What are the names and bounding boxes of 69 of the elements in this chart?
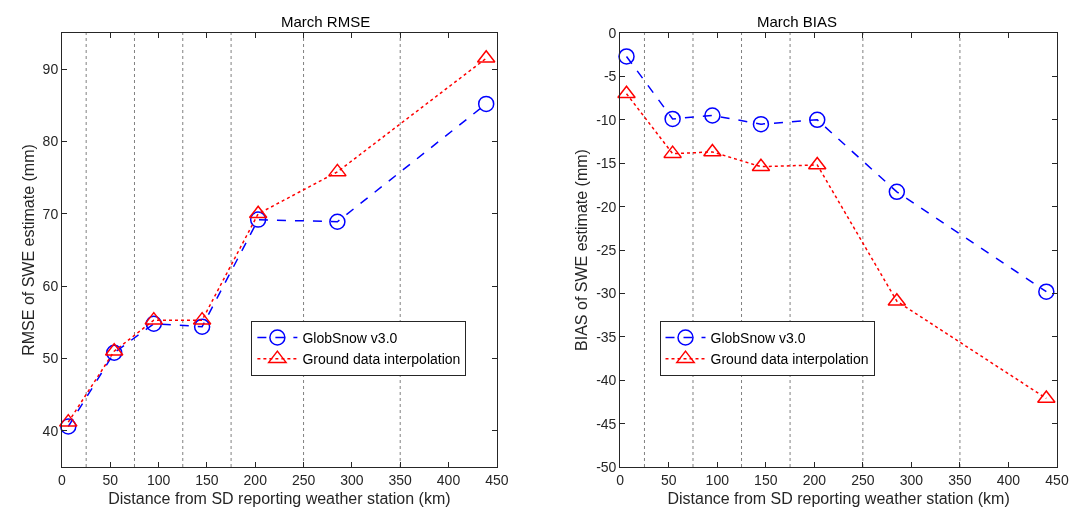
x-tick-label: 50 [660, 471, 677, 488]
chart-title: March BIAS [757, 13, 838, 30]
x-tick-label: 100 [705, 471, 730, 488]
y-tick-label: -25 [596, 241, 617, 258]
y-tick-label: -10 [596, 111, 617, 128]
x-tick-label: 350 [948, 471, 972, 488]
point [477, 95, 495, 113]
legend-label: GlobSnow v3.0 [302, 329, 398, 346]
point [664, 110, 681, 128]
y-tick-label: 60 [42, 278, 59, 295]
x-tick-label: 300 [899, 471, 924, 488]
y-tick-label: -40 [596, 372, 617, 389]
y-axis-title: BIAS of SWE estimate (mm) [573, 149, 591, 351]
x-tick-label: 200 [802, 471, 827, 488]
x-tick-label: 450 [1045, 471, 1069, 488]
y-tick-label: 50 [42, 350, 59, 367]
y-tick-label: -5 [603, 68, 617, 85]
x-axis-title: Distance from SD reporting weather station (km) [108, 490, 451, 508]
y-tick-label: 0 [608, 24, 617, 41]
point [618, 48, 635, 65]
point [807, 156, 827, 170]
chart-title: March RMSE [281, 13, 371, 30]
x-tick-label: 150 [195, 471, 219, 488]
x-tick-label: 300 [340, 471, 364, 488]
point [249, 211, 267, 228]
y-tick-label: -45 [596, 415, 617, 432]
point [888, 183, 906, 201]
point [105, 344, 123, 361]
point [1038, 283, 1055, 300]
legend-label: Ground data interpolation [710, 351, 869, 368]
legend-label: GlobSnow v3.0 [710, 329, 806, 346]
point [58, 413, 78, 427]
y-tick-label: -30 [596, 285, 617, 302]
y-tick-label: -20 [596, 198, 617, 215]
y-tick-label: -15 [596, 155, 617, 172]
x-tick-label: 100 [146, 471, 171, 488]
point [145, 315, 163, 333]
legend-label: Ground data interpolation [302, 351, 461, 368]
point [752, 115, 770, 133]
x-tick-label: 150 [754, 471, 778, 488]
y-tick-label: -50 [596, 458, 617, 475]
y-tick-label: -35 [596, 328, 617, 345]
y-tick-label: 90 [42, 61, 59, 78]
point [751, 158, 771, 172]
point [329, 213, 346, 231]
point [887, 292, 907, 306]
point [663, 145, 683, 159]
x-tick-label: 350 [388, 471, 413, 488]
point [248, 205, 268, 219]
x-tick-label: 400 [996, 471, 1021, 488]
x-tick-label: 250 [851, 471, 875, 488]
x-tick-label: 200 [243, 471, 268, 488]
x-axis-title: Distance from SD reporting weather station (km) [667, 490, 1010, 508]
point [193, 318, 211, 335]
y-tick-label: 80 [42, 133, 59, 150]
point [703, 143, 722, 157]
y-tick-label: 40 [42, 422, 59, 439]
point [144, 311, 164, 325]
point [617, 85, 636, 99]
point [809, 111, 826, 129]
x-tick-label: 400 [436, 471, 461, 488]
y-tick-label: 70 [42, 205, 59, 222]
y-axis-title: RMSE of SWE estimate (mm) [19, 144, 37, 356]
x-tick-label: 50 [102, 471, 119, 488]
x-tick-label: 450 [485, 471, 509, 488]
point [704, 107, 721, 124]
point [192, 311, 212, 325]
x-tick-label: 250 [291, 471, 316, 488]
point [327, 163, 347, 177]
